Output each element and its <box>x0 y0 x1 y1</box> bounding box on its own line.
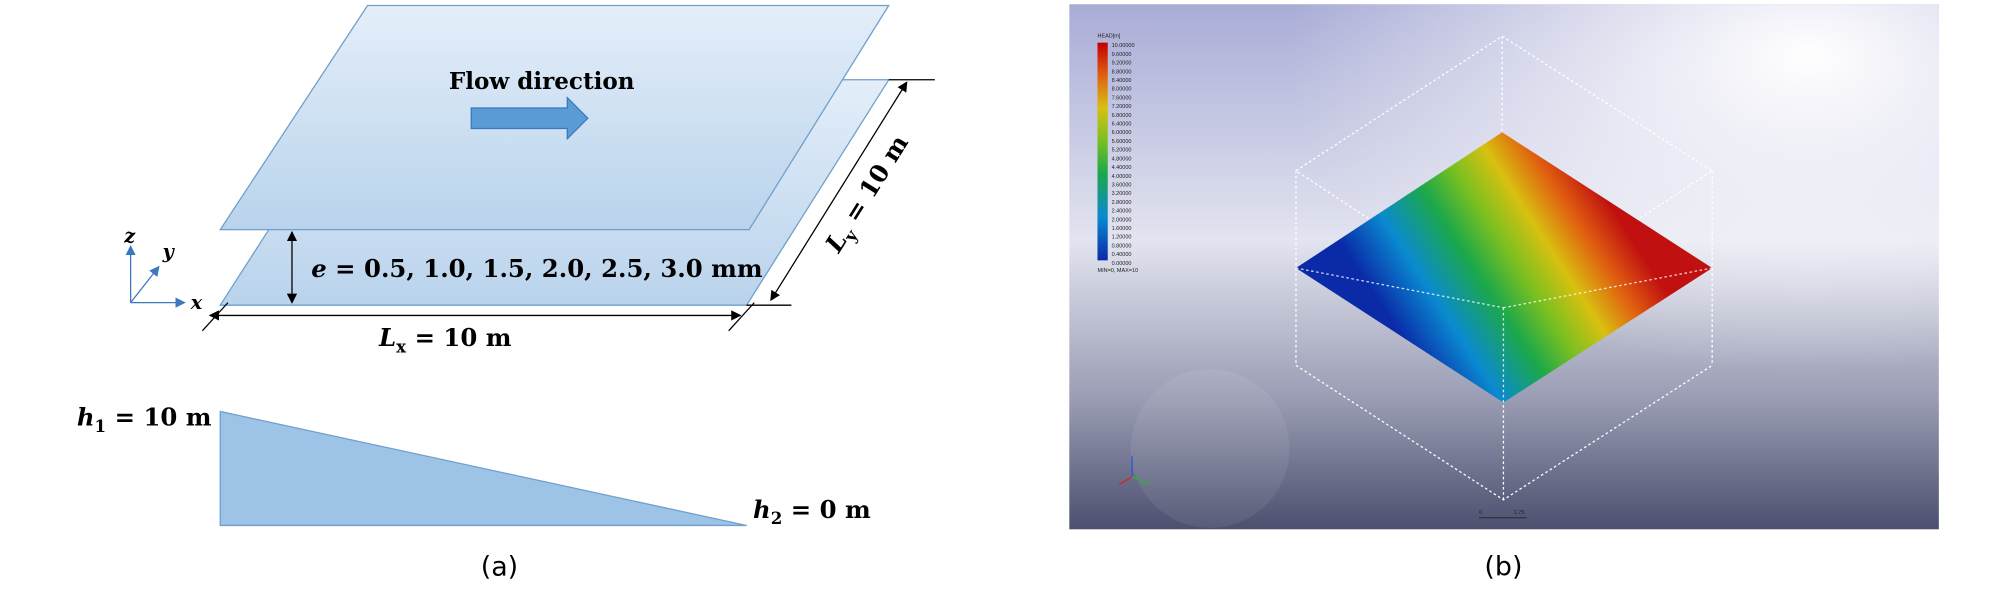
legend-label: 6.40000 <box>1112 122 1132 128</box>
caption: (b) <box>1484 551 1522 582</box>
flow-arrow <box>470 96 589 141</box>
legend-label: 4.00000 <box>1112 174 1132 180</box>
legend-label: 7.20000 <box>1112 104 1132 110</box>
legend-label: 2.00000 <box>1112 217 1132 223</box>
legend-label: 2.80000 <box>1112 200 1132 206</box>
axis-label: x <box>190 291 203 314</box>
panel-b: HEAD[m] MIN=0, MAX=10 0 1.75 (b) 10.0000… <box>1069 4 1939 582</box>
scale-label: 0 <box>1479 510 1482 516</box>
legend-label: 1.20000 <box>1112 235 1132 241</box>
color-bar <box>1097 42 1108 261</box>
caption: (a) <box>481 551 518 582</box>
legend-label: 6.80000 <box>1112 113 1132 119</box>
legend-label: 2.40000 <box>1112 209 1132 215</box>
legend-label: 5.20000 <box>1112 148 1132 154</box>
scale-label: 1.75 <box>1514 510 1525 516</box>
legend-title: HEAD[m] <box>1097 34 1120 40</box>
legend-label: 10.00000 <box>1112 43 1135 49</box>
panel-a: Flow direction e = 0.5, 1.0, 1.5, 2.0, 2… <box>77 4 935 582</box>
gap-label: e = 0.5, 1.0, 1.5, 2.0, 2.5, 3.0 mm <box>311 254 763 283</box>
legend-label: 1.60000 <box>1112 226 1132 232</box>
tick <box>728 302 755 332</box>
x-length: Lx = 10 m <box>378 323 512 356</box>
axis-y <box>130 265 160 304</box>
legend-label: 3.20000 <box>1112 191 1132 197</box>
box-inner-edges <box>1295 267 1713 403</box>
legend-label: 4.80000 <box>1112 156 1132 162</box>
head-out: h2 = 0 m <box>753 495 871 528</box>
legend-range: MIN=0, MAX=10 <box>1097 268 1138 274</box>
y-dimension <box>770 81 908 302</box>
legend-label: 0.00000 <box>1112 261 1132 267</box>
legend-label: 8.80000 <box>1112 69 1132 75</box>
legend-label: 9.20000 <box>1112 61 1132 67</box>
legend-label: 9.60000 <box>1112 52 1132 58</box>
lens-flare <box>1130 369 1290 529</box>
head-in: h1 = 10 m <box>77 403 212 436</box>
flow-label: Flow direction <box>449 68 635 95</box>
axis-triad <box>1118 456 1151 486</box>
legend-label: 5.60000 <box>1112 139 1132 145</box>
tick <box>201 302 229 332</box>
legend-label: 8.00000 <box>1112 87 1132 93</box>
legend-label: 0.40000 <box>1112 252 1132 258</box>
legend-label: 7.60000 <box>1112 95 1132 101</box>
head-profile <box>219 410 747 527</box>
legend-label: 4.40000 <box>1112 165 1132 171</box>
axis-label: z <box>123 224 136 247</box>
head-surface <box>1295 132 1713 403</box>
legend-label: 0.80000 <box>1112 243 1132 249</box>
legend-label: 3.60000 <box>1112 182 1132 188</box>
legend-label: 8.40000 <box>1112 78 1132 84</box>
legend-label: 6.00000 <box>1112 130 1132 136</box>
axis-label: y <box>162 240 176 263</box>
